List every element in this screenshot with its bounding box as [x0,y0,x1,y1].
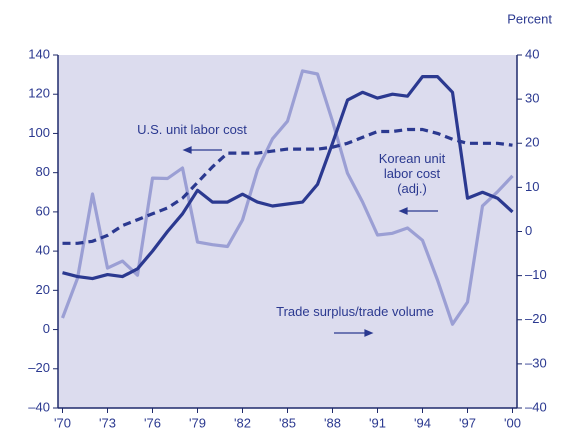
y-tick-label: 20 [36,282,50,297]
y-tick-label: 0 [43,321,50,336]
y2-tick-label: –10 [525,267,547,282]
y-tick-label: –20 [28,360,50,375]
annotation: U.S. unit labor cost [137,122,247,137]
x-tick-label: '97 [459,415,476,430]
x-tick-label: '79 [189,415,206,430]
series-line [61,69,514,326]
y-tick-label: 140 [28,46,50,61]
y2-tick-label: 30 [525,91,539,106]
y-tick-label: 100 [28,125,50,140]
x-tick-label: '85 [279,415,296,430]
y-tick-label: 60 [36,203,50,218]
y-tick-label: 80 [36,164,50,179]
y2-tick-label: –20 [525,311,547,326]
plot-area [58,55,517,408]
y2-tick-label: –40 [525,399,547,414]
series-line [62,75,514,281]
y2-tick-label: 0 [525,223,532,238]
x-tick-label: '94 [414,415,431,430]
x-tick-label: '73 [99,415,116,430]
y2-tick-label: 40 [525,46,539,61]
arrows [182,146,438,337]
x-tick-label: '00 [504,415,521,430]
x-tick-label: '88 [324,415,341,430]
y2-axis-title: Percent [507,11,552,26]
y2-tick-label: 10 [525,179,539,194]
annotation: Korean unit labor cost (adj.) [378,151,446,196]
x-tick-label: '82 [234,415,251,430]
x-tick-label: '70 [54,415,71,430]
series-line [62,127,513,245]
y-tick-label: 120 [28,86,50,101]
y-tick-label: –40 [28,399,50,414]
y-tick-label: 40 [36,243,50,258]
y2-tick-label: –30 [525,355,547,370]
y2-tick-label: 20 [525,135,539,150]
annotation: Trade surplus/trade volume [276,304,434,319]
x-tick-label: '76 [144,415,161,430]
x-tick-label: '91 [369,415,386,430]
